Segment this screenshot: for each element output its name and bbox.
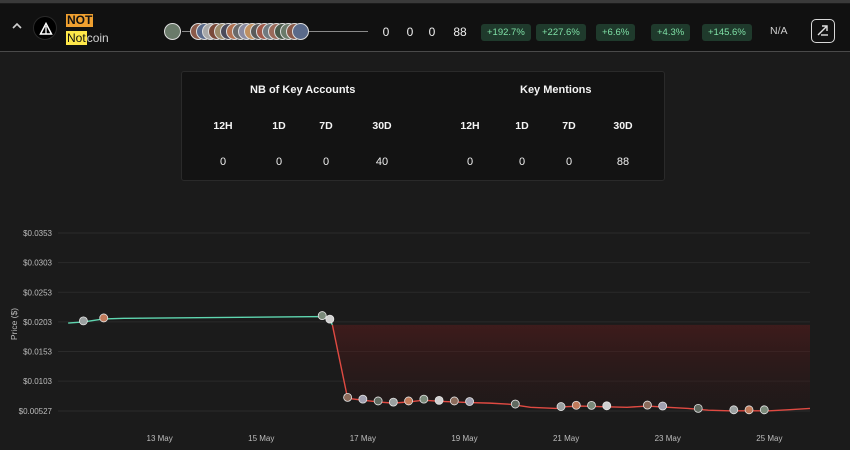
mention-marker[interactable] (404, 396, 413, 406)
mention-marker[interactable] (658, 401, 668, 411)
mention-marker[interactable] (317, 311, 327, 320)
change-pill: +227.6% (536, 24, 586, 41)
key-mentions-val-1d: 0 (518, 156, 526, 168)
y-tick-label: $0.00527 (19, 407, 53, 416)
stat-12h: 0 (382, 25, 390, 39)
mention-marker[interactable] (729, 405, 739, 415)
key-stats-panel: NB of Key Accounts Key Mentions 12H 1D 7… (181, 71, 665, 181)
external-link-button[interactable] (811, 19, 835, 43)
mention-marker[interactable] (571, 400, 581, 410)
mention-marker[interactable] (388, 397, 398, 407)
mention-marker[interactable] (325, 314, 335, 324)
price-chart[interactable]: $0.0353 $0.0303 $0.0253 $0.0203 $0.0153 $0.01… (0, 190, 850, 450)
mention-marker[interactable] (556, 402, 566, 411)
na-label: N/A (770, 25, 788, 37)
mention-marker[interactable] (449, 396, 459, 406)
mention-marker[interactable] (587, 400, 596, 410)
mention-marker[interactable] (465, 397, 474, 406)
y-tick-label: $0.0303 (23, 259, 52, 268)
change-pill: +6.6% (596, 24, 636, 41)
mention-marker[interactable] (79, 316, 88, 326)
key-mentions-title: Key Mentions (520, 84, 592, 96)
mention-marker[interactable] (343, 392, 353, 402)
mention-marker[interactable] (358, 394, 368, 404)
avatar[interactable] (164, 23, 181, 40)
token-row[interactable]: NOT Notcoin 0 0 0 88 +192.7% +227.6% +6.… (0, 4, 850, 52)
mention-marker[interactable] (419, 394, 429, 404)
change-pill: +145.6% (702, 24, 752, 41)
key-accounts-val-1d: 0 (275, 156, 283, 168)
x-tick-label: 21 May (553, 434, 579, 443)
change-pill: +192.7% (481, 24, 531, 41)
mention-marker[interactable] (744, 405, 754, 415)
key-accounts-title: NB of Key Accounts (250, 84, 356, 96)
y-tick-label: $0.0153 (23, 348, 52, 357)
price-line (331, 324, 811, 412)
mention-avatars[interactable] (164, 21, 374, 43)
key-mentions-val-12h: 0 (466, 156, 474, 168)
x-tick-label: 19 May (451, 434, 477, 443)
notcoin-logo (33, 16, 57, 40)
key-accounts-val-30d: 40 (375, 156, 389, 168)
x-tick-label: 15 May (248, 434, 274, 443)
key-accounts-val-7d: 0 (322, 156, 330, 168)
key-mentions-val-7d: 0 (565, 156, 573, 168)
x-tick-label: 23 May (655, 434, 681, 443)
y-tick-label: $0.0103 (23, 377, 52, 386)
mention-marker[interactable] (602, 401, 612, 411)
token-name-rest: coin (86, 31, 109, 45)
mention-marker[interactable] (759, 405, 769, 415)
key-mentions-col-1d: 1D (515, 120, 529, 132)
stat-7d: 0 (428, 25, 436, 39)
mention-marker[interactable] (510, 399, 520, 409)
mention-marker[interactable] (434, 395, 444, 405)
token-symbol: NOT (66, 13, 94, 27)
key-mentions-col-30d: 30D (613, 120, 633, 132)
x-tick-label: 13 May (147, 434, 173, 443)
y-tick-label: $0.0203 (23, 318, 52, 327)
y-tick-label: $0.0253 (23, 288, 52, 297)
stat-1d: 0 (406, 25, 414, 39)
y-tick-label: $0.0353 (23, 229, 52, 238)
decline-area (332, 324, 810, 411)
chevron-up-icon[interactable] (10, 19, 24, 33)
key-accounts-col-1d: 1D (272, 120, 286, 132)
x-tick-label: 17 May (350, 434, 376, 443)
token-name: Notcoin (66, 31, 109, 45)
mention-marker[interactable] (99, 313, 109, 323)
change-pill: +4.3% (651, 24, 691, 41)
key-accounts-col-12h: 12H (213, 120, 233, 132)
key-accounts-col-7d: 7D (319, 120, 333, 132)
token-name-highlight: Not (66, 31, 87, 45)
key-mentions-val-30d: 88 (616, 156, 630, 168)
top-divider (0, 0, 850, 3)
key-accounts-val-12h: 0 (219, 156, 227, 168)
external-link-icon (817, 25, 828, 36)
x-tick-label: 25 May (756, 434, 782, 443)
key-mentions-col-7d: 7D (562, 120, 576, 132)
stat-30d: 88 (453, 25, 467, 39)
key-mentions-col-12h: 12H (460, 120, 480, 132)
mention-marker[interactable] (693, 403, 703, 413)
avatar[interactable] (292, 23, 309, 40)
mention-marker[interactable] (373, 396, 383, 406)
mention-marker[interactable] (643, 400, 652, 410)
key-accounts-col-30d: 30D (372, 120, 392, 132)
y-axis-label: Price ($) (9, 308, 19, 340)
